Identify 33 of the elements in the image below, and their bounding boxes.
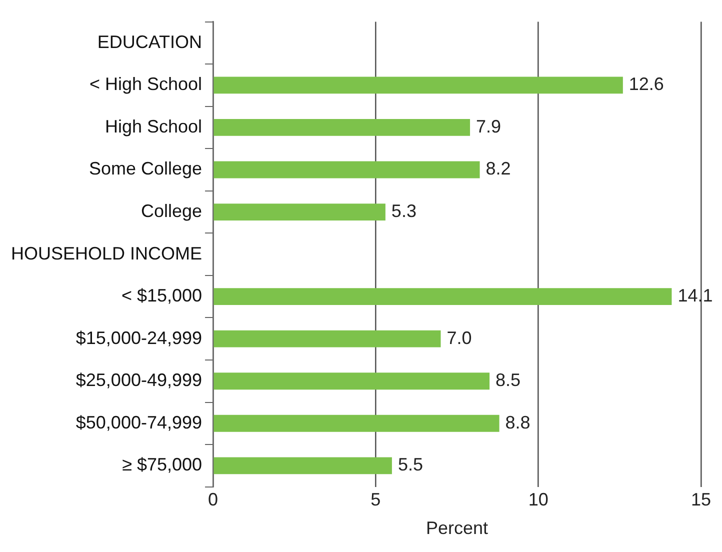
bar (214, 119, 470, 136)
x-tick-label: 5 (370, 490, 381, 510)
y-tick-label: $50,000-74,999 (76, 412, 202, 432)
data-label: 8.2 (486, 158, 511, 179)
y-tick-label: High School (104, 116, 202, 136)
data-label: 8.8 (505, 412, 530, 432)
bar (214, 372, 490, 390)
data-label: 12.6 (628, 74, 664, 94)
y-tick-label: Some College (88, 158, 202, 179)
data-label: 8.5 (496, 370, 521, 390)
data-label: 5.5 (398, 454, 423, 475)
bar (214, 330, 441, 348)
bar (214, 288, 672, 306)
y-tick-label: $25,000-49,999 (76, 370, 202, 390)
y-tick-label: ≥ $75,000 (122, 454, 202, 475)
x-tick-label: 0 (208, 490, 218, 510)
y-tick-label: $15,000-24,999 (76, 328, 202, 348)
x-tick-label: 10 (528, 490, 548, 510)
bar (214, 457, 392, 474)
data-label: 5.3 (391, 200, 416, 221)
bar (214, 76, 623, 94)
y-tick-label: HOUSEHOLD INCOME (10, 243, 202, 264)
data-label: 7.0 (446, 328, 472, 348)
x-tick-label: 15 (690, 490, 712, 510)
y-tick-label: EDUCATION (97, 32, 202, 52)
data-label: 7.9 (476, 116, 502, 136)
y-tick-label: < High School (89, 74, 202, 94)
bar (214, 414, 500, 432)
bar (214, 161, 480, 178)
y-tick-label: College (140, 200, 202, 221)
y-tick-label: < $15,000 (121, 286, 202, 306)
bar (214, 204, 386, 220)
x-axis-title: Percent (426, 518, 488, 538)
